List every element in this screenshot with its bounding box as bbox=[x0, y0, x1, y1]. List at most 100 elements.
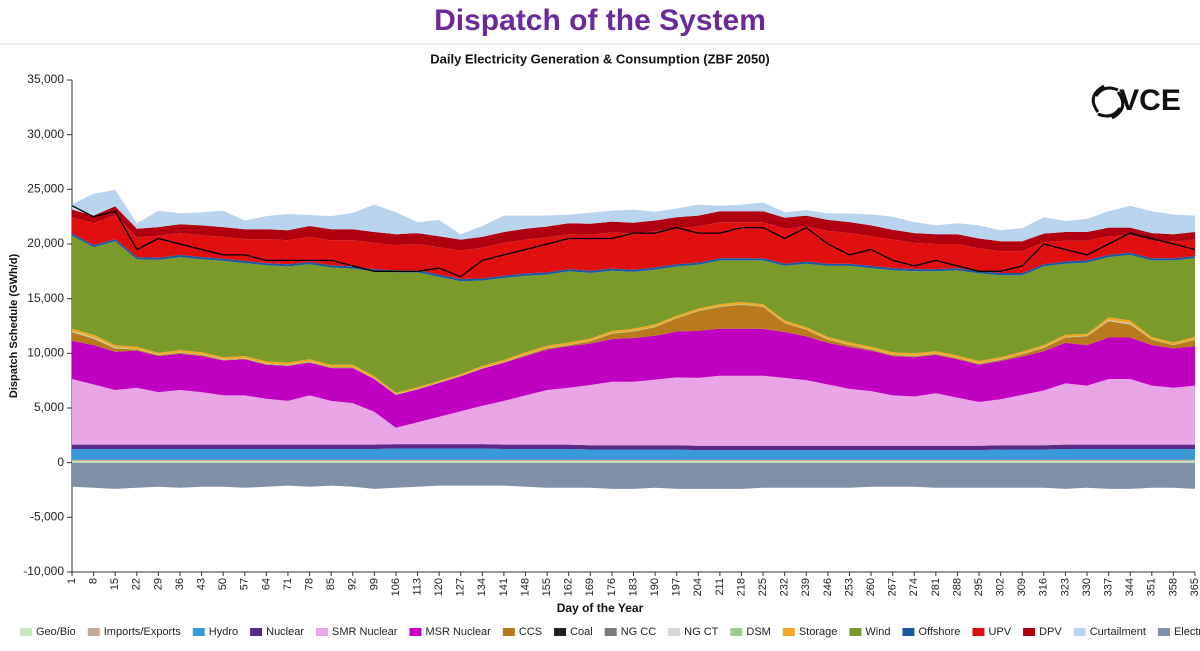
y-tick-label: -10,000 bbox=[23, 564, 64, 578]
y-tick-label: 10,000 bbox=[27, 346, 64, 360]
y-tick-label: 35,000 bbox=[27, 72, 64, 86]
y-tick-label: 20,000 bbox=[27, 236, 64, 250]
area bbox=[72, 233, 1195, 282]
x-tick-label: 337 bbox=[1103, 578, 1115, 596]
legend-label: Wind bbox=[865, 626, 890, 638]
x-tick-label: 246 bbox=[822, 578, 834, 596]
legend-label: Geo/Bio bbox=[36, 626, 76, 638]
legend-label: CCS bbox=[519, 626, 542, 638]
x-tick-label: 267 bbox=[887, 578, 899, 596]
x-tick-label: 218 bbox=[735, 578, 747, 596]
x-tick-label: 281 bbox=[930, 578, 942, 596]
legend-label: DSM bbox=[746, 626, 770, 638]
x-tick-label: 288 bbox=[951, 578, 963, 596]
x-tick-label: 50 bbox=[217, 578, 229, 590]
legend-label: UPV bbox=[988, 626, 1011, 638]
legend-label: Curtailment bbox=[1090, 626, 1146, 638]
x-tick-label: 71 bbox=[282, 578, 294, 590]
x-tick-label: 330 bbox=[1081, 578, 1093, 596]
x-tick-label: 232 bbox=[779, 578, 791, 596]
legend-swatch bbox=[1073, 628, 1086, 636]
x-tick-label: 155 bbox=[541, 578, 553, 596]
legend-swatch bbox=[972, 628, 985, 636]
x-tick-label: 225 bbox=[757, 578, 769, 596]
legend-label: Offshore bbox=[918, 626, 960, 638]
x-axis-label: Day of the Year bbox=[557, 601, 644, 615]
x-tick-label: 323 bbox=[1059, 578, 1071, 596]
x-tick-label: 78 bbox=[303, 578, 315, 590]
legend-swatch bbox=[668, 628, 681, 636]
x-tick-label: 99 bbox=[368, 578, 380, 590]
legend-swatch bbox=[604, 628, 617, 636]
x-tick-label: 239 bbox=[800, 578, 812, 596]
x-tick-label: 211 bbox=[714, 578, 726, 596]
x-tick-label: 309 bbox=[1016, 578, 1028, 596]
legend-swatch bbox=[849, 628, 862, 636]
x-tick-label: 106 bbox=[390, 578, 402, 596]
x-tick-label: 57 bbox=[239, 578, 251, 590]
legend-swatch bbox=[782, 628, 795, 636]
x-tick-label: 92 bbox=[347, 578, 359, 590]
x-tick-label: 22 bbox=[131, 578, 143, 590]
x-tick-label: 134 bbox=[476, 578, 488, 596]
x-tick-label: 36 bbox=[174, 578, 186, 590]
area bbox=[72, 459, 1195, 461]
legend-label: Storage bbox=[799, 626, 838, 638]
x-tick-label: 344 bbox=[1124, 578, 1136, 596]
x-tick-label: 120 bbox=[433, 578, 445, 596]
legend-swatch bbox=[20, 628, 32, 636]
legend-swatch bbox=[409, 628, 422, 636]
x-tick-label: 15 bbox=[109, 578, 121, 590]
legend-label: Imports/Exports bbox=[104, 626, 182, 638]
legend-label: NG CT bbox=[684, 626, 719, 638]
x-tick-label: 8 bbox=[88, 578, 100, 584]
x-tick-label: 274 bbox=[908, 578, 920, 596]
x-tick-label: 197 bbox=[671, 578, 683, 596]
x-tick-label: 1 bbox=[66, 578, 78, 584]
x-tick-label: 162 bbox=[563, 578, 575, 596]
area bbox=[72, 189, 1195, 242]
line bbox=[71, 205, 1196, 278]
logo: VCE bbox=[1119, 84, 1181, 117]
y-tick-label: 15,000 bbox=[27, 291, 64, 305]
legend-label: Nuclear bbox=[266, 626, 304, 638]
chart-title: Dispatch of the System bbox=[434, 4, 766, 37]
chart-subtitle: Daily Electricity Generation & Consumpti… bbox=[430, 51, 770, 66]
x-tick-label: 351 bbox=[1146, 578, 1158, 596]
legend-swatch bbox=[730, 628, 743, 636]
legend-swatch bbox=[502, 628, 515, 636]
area bbox=[72, 235, 1195, 393]
legend-swatch bbox=[192, 628, 205, 636]
legend-swatch bbox=[316, 628, 329, 636]
x-tick-label: 85 bbox=[325, 578, 337, 590]
x-tick-label: 204 bbox=[692, 578, 704, 596]
x-tick-label: 253 bbox=[843, 578, 855, 596]
legend-swatch bbox=[554, 628, 567, 636]
legend: Geo/Bio Imports/Exports Hydro Nuclear SMR Nu… bbox=[20, 626, 1200, 638]
y-tick-label: 30,000 bbox=[27, 127, 64, 141]
x-tick-label: 365 bbox=[1189, 578, 1200, 596]
x-tick-label: 316 bbox=[1038, 578, 1050, 596]
area bbox=[72, 462, 1195, 489]
legend-label: DPV bbox=[1039, 626, 1062, 638]
x-tick-label: 148 bbox=[519, 578, 531, 596]
area bbox=[72, 448, 1195, 460]
y-axis-label: Dispatch Schedule (GWh/d) bbox=[8, 254, 20, 399]
x-tick-label: 302 bbox=[995, 578, 1007, 596]
legend-swatch bbox=[902, 628, 915, 636]
x-tick-label: 176 bbox=[606, 578, 618, 596]
x-tick-label: 43 bbox=[195, 578, 207, 590]
x-tick-label: 260 bbox=[865, 578, 877, 596]
y-tick-label: -5,000 bbox=[30, 510, 64, 524]
legend-swatch bbox=[87, 628, 100, 636]
y-tick-label: 0 bbox=[57, 455, 64, 469]
x-tick-label: 295 bbox=[973, 578, 985, 596]
x-tick-label: 183 bbox=[627, 578, 639, 596]
x-tick-label: 29 bbox=[152, 578, 164, 590]
x-tick-label: 64 bbox=[260, 578, 272, 590]
area bbox=[72, 215, 1195, 279]
legend-label: Coal bbox=[570, 626, 593, 638]
legend-swatch bbox=[1157, 628, 1170, 636]
x-tick-label: 141 bbox=[498, 578, 510, 596]
